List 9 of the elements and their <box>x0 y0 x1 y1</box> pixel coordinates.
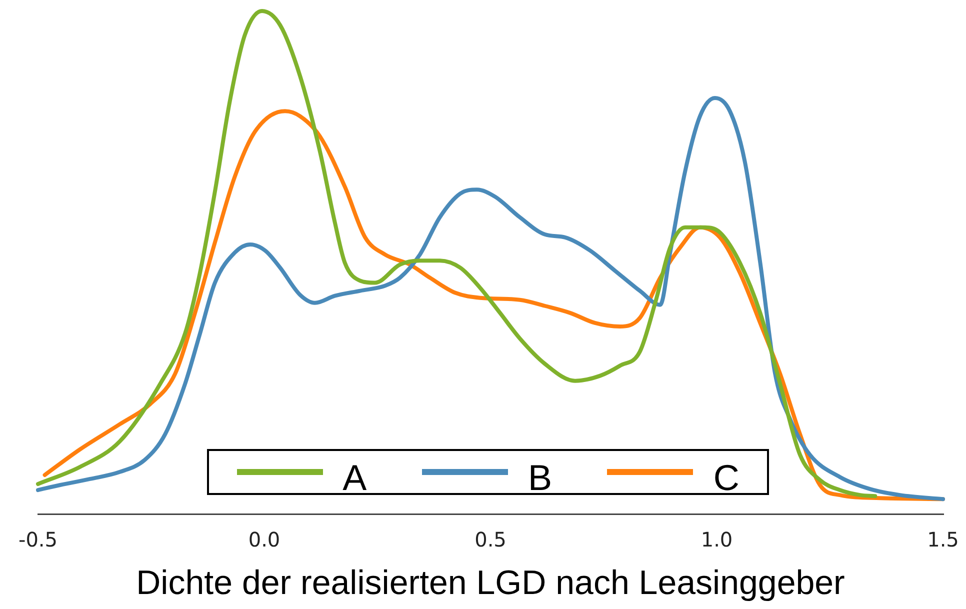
x-tick-label: -0.5 <box>18 527 58 552</box>
legend-label: C <box>713 457 740 499</box>
legend-label: B <box>528 457 552 499</box>
x-tick-label: 0.5 <box>474 527 506 552</box>
x-tick-label: 0.0 <box>248 527 280 552</box>
x-tick-label: 1.0 <box>700 527 733 552</box>
x-axis-title: Dichte der realisierten LGD nach Leasinggeber <box>136 564 845 602</box>
x-tick-label: 1.5 <box>927 527 959 552</box>
legend-label: A <box>342 457 367 499</box>
